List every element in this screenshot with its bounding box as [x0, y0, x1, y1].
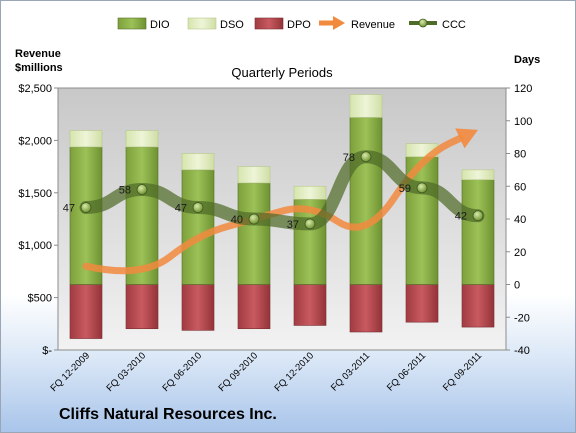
x-axis-labels: FQ 12-2009 FQ 03-2010 FQ 06-2010 FQ 09-2010… — [48, 350, 484, 394]
bar-series — [69, 94, 495, 339]
legend-item-dio: DIO — [117, 17, 170, 31]
dpo-bar — [125, 284, 159, 330]
dio-bar — [181, 169, 215, 285]
legend-label-dio: DIO — [150, 19, 170, 31]
right-tick-label: -40 — [514, 345, 530, 357]
legend-item-ccc: CCC — [409, 18, 466, 31]
ccc-data-label: 42 — [455, 211, 467, 223]
dio-bar — [349, 117, 383, 285]
dso-bar — [461, 169, 495, 180]
dio-bar — [125, 146, 159, 285]
left-axis-title-line1: Revenue — [15, 48, 61, 60]
revenue-series — [82, 128, 478, 275]
company-name: Cliffs Natural Resources Inc. — [59, 406, 277, 423]
legend-item-revenue: Revenue — [319, 16, 395, 31]
left-tick-label: $2,000 — [18, 135, 52, 147]
dso-bar — [181, 153, 215, 171]
ccc-data-label: 58 — [119, 185, 131, 197]
x-tick-label: FQ 12-2009 — [48, 350, 92, 394]
dso-bar — [125, 130, 159, 148]
right-tick-label: 0 — [514, 280, 520, 292]
left-tick-label: $500 — [28, 293, 52, 305]
legend-label-ccc: CCC — [442, 19, 466, 31]
dso-bar — [69, 130, 103, 148]
ccc-marker — [136, 184, 148, 195]
legend-swatch-dso — [187, 17, 217, 30]
legend-marker-ccc — [418, 18, 428, 28]
ccc-data-label: 78 — [343, 152, 355, 164]
dio-bar — [237, 182, 271, 285]
legend-swatch-dpo — [254, 17, 284, 30]
legend-swatch-dio — [117, 17, 147, 30]
dpo-bar — [293, 284, 327, 326]
left-tick-label: $1,500 — [18, 188, 52, 200]
x-tick-label: FQ 12-2010 — [272, 350, 316, 394]
x-tick-label: FQ 03-2011 — [329, 350, 372, 393]
dso-bar — [349, 94, 383, 118]
dpo-bar — [237, 284, 271, 330]
right-tick-label: 80 — [514, 149, 526, 161]
dio-bar — [69, 146, 103, 285]
right-axis-title: Days — [514, 54, 540, 66]
right-tick-label: -20 — [514, 312, 530, 324]
right-tick-label: 40 — [514, 214, 526, 226]
left-axis-ticks: $- $500 $1,000 $1,500 $2,000 $2,500 — [18, 83, 58, 357]
dpo-bar — [181, 284, 215, 331]
dpo-bar — [405, 284, 439, 323]
dso-bar — [293, 185, 327, 200]
ccc-data-label: 47 — [175, 203, 187, 215]
ccc-marker — [472, 210, 484, 222]
right-tick-label: 100 — [514, 116, 532, 128]
legend-item-dso: DSO — [187, 17, 244, 31]
legend: DIO DSO DPO Revenue CCC — [117, 16, 466, 31]
x-tick-label: FQ 09-2010 — [216, 350, 260, 394]
revenue-line — [82, 134, 464, 275]
ccc-marker — [80, 202, 92, 213]
right-tick-label: 60 — [514, 181, 526, 193]
legend-label-revenue: Revenue — [351, 19, 395, 31]
x-tick-label: FQ 09-2011 — [441, 350, 484, 393]
legend-label-dso: DSO — [220, 19, 244, 31]
x-tick-label: FQ 06-2010 — [160, 350, 204, 394]
dio-bar — [461, 179, 495, 285]
ccc-data-label: 59 — [399, 183, 411, 195]
x-tick-label: FQ 06-2011 — [385, 350, 428, 393]
left-tick-label: $- — [42, 345, 52, 357]
chart-title: Quarterly Periods — [231, 65, 333, 80]
ccc-marker — [248, 213, 260, 225]
dpo-bar — [69, 284, 103, 339]
right-tick-label: 20 — [514, 247, 526, 259]
legend-label-dpo: DPO — [287, 19, 311, 31]
revenue-arrowhead — [455, 128, 478, 149]
ccc-data-label: 40 — [231, 214, 243, 226]
ccc-marker — [304, 218, 316, 230]
left-tick-label: $2,500 — [18, 83, 52, 95]
ccc-marker — [192, 202, 204, 213]
x-tick-label: FQ 03-2010 — [104, 350, 148, 394]
ccc-data-label: 47 — [63, 203, 75, 215]
right-axis-ticks: -40 -20 0 20 40 60 80 100 120 — [506, 83, 532, 357]
ccc-series: 47 58 47 40 37 78 59 42 — [63, 150, 485, 231]
legend-arrow-revenue — [333, 16, 345, 30]
right-tick-label: 120 — [514, 83, 532, 95]
ccc-marker — [360, 151, 372, 163]
left-axis-title-line2: $millions — [15, 62, 63, 74]
ccc-data-label: 37 — [287, 219, 299, 231]
dso-bar — [237, 166, 271, 184]
left-tick-label: $1,000 — [18, 240, 52, 252]
ccc-marker — [416, 182, 428, 194]
dpo-bar — [349, 284, 383, 333]
dpo-bar — [461, 284, 495, 328]
legend-item-dpo: DPO — [254, 17, 311, 31]
